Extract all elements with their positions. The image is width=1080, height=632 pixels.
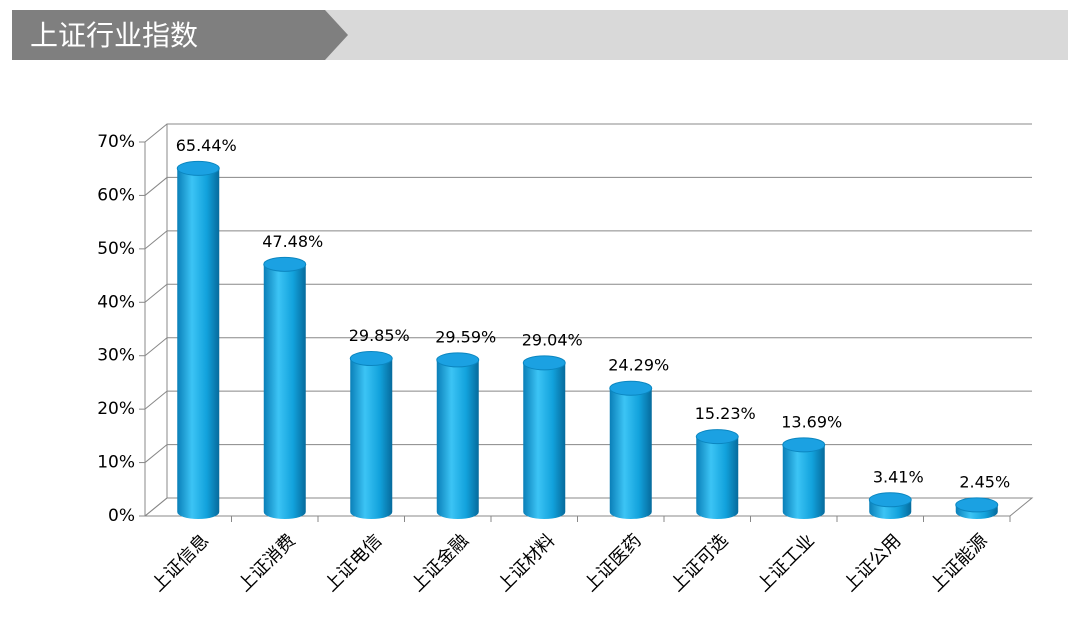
bar-cap	[695, 429, 739, 445]
bar	[868, 492, 912, 519]
bar-cap	[176, 160, 220, 176]
value-label: 29.59%	[435, 327, 496, 346]
value-label: 13.69%	[781, 412, 842, 431]
bar	[695, 429, 739, 519]
x-tick-label: 上证可选	[667, 530, 733, 596]
bar	[263, 256, 307, 519]
value-label: 29.85%	[349, 326, 410, 345]
x-tick-label: 上证金融	[407, 530, 473, 596]
bar	[782, 437, 826, 519]
bar-cap	[609, 380, 653, 396]
y-tick-label: 20%	[97, 399, 135, 419]
y-tick-label: 70%	[97, 132, 135, 152]
grid-line	[144, 444, 1032, 463]
x-tick-label: 上证消费	[234, 530, 300, 596]
bar-cap	[349, 351, 393, 367]
grid-line	[144, 390, 1032, 410]
grid-line	[144, 283, 1032, 303]
value-label: 2.45%	[959, 472, 1010, 491]
bar	[436, 352, 480, 519]
bar	[609, 380, 653, 519]
bar-cap	[263, 256, 307, 272]
bar	[176, 160, 220, 519]
y-tick-label: 50%	[97, 239, 135, 259]
y-tick-label: 30%	[97, 346, 135, 366]
value-label: 15.23%	[695, 404, 756, 423]
value-label: 65.44%	[176, 136, 237, 155]
bar-cap	[522, 355, 566, 371]
value-label: 3.41%	[873, 467, 924, 486]
bar-body	[782, 444, 825, 519]
value-label: 47.48%	[262, 232, 323, 251]
bar-body	[523, 362, 566, 519]
bar-body	[350, 358, 393, 519]
x-tick-label: 上证能源	[926, 530, 992, 596]
bar-body	[696, 436, 739, 519]
grid-line	[144, 497, 1032, 517]
x-tick-label: 上证工业	[753, 530, 819, 596]
x-tick-label: 上证公用	[840, 530, 906, 596]
y-tick-label: 40%	[97, 292, 135, 312]
grid-line	[144, 337, 1032, 357]
chart-title: 上证行业指数	[30, 19, 198, 52]
y-tick-label: 0%	[108, 506, 135, 526]
y-tick-label: 10%	[97, 453, 135, 473]
bar	[955, 497, 999, 519]
grid-line	[144, 176, 1032, 196]
bar-cap	[436, 352, 480, 368]
bar-cap	[782, 437, 826, 453]
x-tick-label: 上证医药	[580, 530, 646, 596]
bar-body	[609, 388, 652, 519]
bar	[522, 355, 566, 519]
value-label: 29.04%	[522, 330, 583, 349]
x-tick-label: 上证材料	[494, 530, 560, 596]
x-tick-label: 上证电信	[321, 530, 387, 596]
bar-cap	[955, 497, 999, 513]
bar-body	[177, 168, 220, 519]
grid-line	[144, 123, 1032, 143]
header-tab	[12, 10, 348, 60]
bar-body	[263, 264, 306, 519]
y-tick-label: 60%	[97, 185, 135, 205]
bar	[349, 351, 393, 519]
bar-cap	[868, 492, 912, 508]
grid-line	[144, 230, 1032, 250]
value-label: 24.29%	[608, 356, 669, 375]
bar-body	[436, 359, 479, 519]
x-tick-label: 上证信息	[148, 530, 214, 596]
